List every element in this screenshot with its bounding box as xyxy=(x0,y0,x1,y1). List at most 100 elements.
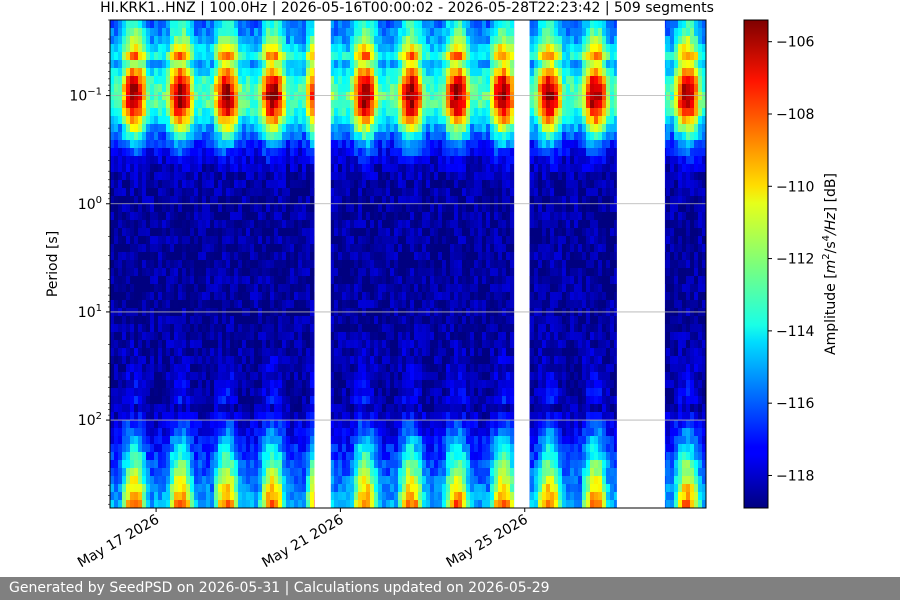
heatmap-cell xyxy=(350,428,355,437)
heatmap-cell xyxy=(346,196,351,205)
heatmap-cell xyxy=(210,84,215,93)
heatmap-cell xyxy=(354,380,359,389)
heatmap-cell xyxy=(358,228,363,237)
heatmap-cell xyxy=(210,476,215,485)
heatmap-cell xyxy=(246,500,251,508)
heatmap-cell xyxy=(226,420,231,429)
heatmap-cell xyxy=(346,380,351,389)
heatmap-cell xyxy=(222,36,227,45)
heatmap-cell xyxy=(430,44,435,53)
heatmap-cell xyxy=(330,316,335,325)
heatmap-cell xyxy=(274,220,279,229)
heatmap-cell xyxy=(134,92,139,101)
heatmap-cell xyxy=(382,500,387,508)
heatmap-cell xyxy=(230,36,235,45)
heatmap-cell xyxy=(206,44,211,53)
heatmap-cell xyxy=(122,332,127,341)
heatmap-cell xyxy=(162,476,167,485)
heatmap-cell xyxy=(386,492,391,501)
heatmap-cell xyxy=(430,284,435,293)
heatmap-cell xyxy=(166,412,171,421)
heatmap-cell xyxy=(370,140,375,149)
heatmap-cell xyxy=(190,92,195,101)
heatmap-cell xyxy=(294,292,299,301)
heatmap-cell xyxy=(266,36,271,45)
heatmap-cell xyxy=(222,388,227,397)
heatmap-cell xyxy=(170,284,175,293)
heatmap-cell xyxy=(150,276,155,285)
heatmap-cell xyxy=(358,428,363,437)
heatmap-cell xyxy=(226,316,231,325)
heatmap-cell xyxy=(418,484,423,493)
heatmap-cell xyxy=(394,20,399,29)
heatmap-cell xyxy=(330,156,335,165)
heatmap-cell xyxy=(282,428,287,437)
heatmap-cell xyxy=(110,428,115,437)
heatmap-cell xyxy=(258,420,263,429)
heatmap-cell xyxy=(162,156,167,165)
heatmap-cell xyxy=(202,460,207,469)
heatmap-cell xyxy=(158,212,163,221)
heatmap-cell xyxy=(206,196,211,205)
heatmap-cell xyxy=(246,244,251,253)
heatmap-cell xyxy=(226,148,231,157)
heatmap-cell xyxy=(154,332,159,341)
heatmap-cell xyxy=(170,68,175,77)
heatmap-cell xyxy=(274,148,279,157)
heatmap-cell xyxy=(110,500,115,508)
heatmap-cell xyxy=(134,476,139,485)
heatmap-cell xyxy=(158,268,163,277)
heatmap-cell xyxy=(434,388,439,397)
heatmap-cell xyxy=(206,236,211,245)
heatmap-cell xyxy=(298,268,303,277)
heatmap-cell xyxy=(286,396,291,405)
heatmap-cell xyxy=(142,60,147,69)
heatmap-cell xyxy=(434,228,439,237)
heatmap-cell xyxy=(394,68,399,77)
heatmap-cell xyxy=(406,444,411,453)
heatmap-cell xyxy=(254,436,259,445)
heatmap-cell xyxy=(262,156,267,165)
heatmap-cell xyxy=(274,76,279,85)
heatmap-cell xyxy=(406,324,411,333)
heatmap-cell xyxy=(126,236,131,245)
heatmap-cell xyxy=(346,348,351,357)
heatmap-cell xyxy=(206,412,211,421)
heatmap-cell xyxy=(218,260,223,269)
heatmap-cell xyxy=(110,332,115,341)
heatmap-cell xyxy=(262,292,267,301)
heatmap-cell xyxy=(242,76,247,85)
heatmap-cell xyxy=(262,108,267,117)
heatmap-cell xyxy=(382,116,387,125)
heatmap-cell xyxy=(426,372,431,381)
heatmap-cell xyxy=(426,492,431,501)
heatmap-cell xyxy=(434,356,439,365)
heatmap-cell xyxy=(130,468,135,477)
heatmap-cell xyxy=(234,476,239,485)
heatmap-cell xyxy=(134,412,139,421)
heatmap-cell xyxy=(158,412,163,421)
heatmap-cell xyxy=(122,412,127,421)
heatmap-cell xyxy=(290,164,295,173)
heatmap-cell xyxy=(398,252,403,261)
heatmap-cell xyxy=(378,380,383,389)
heatmap-cell xyxy=(230,84,235,93)
heatmap-cell xyxy=(118,124,123,133)
heatmap-cell xyxy=(394,212,399,221)
heatmap-cell xyxy=(306,356,311,365)
heatmap-cell xyxy=(406,380,411,389)
heatmap-cell xyxy=(142,324,147,333)
heatmap-cell xyxy=(266,116,271,125)
heatmap-cell xyxy=(354,436,359,445)
heatmap-cell xyxy=(338,236,343,245)
heatmap-cell xyxy=(134,52,139,61)
heatmap-cell xyxy=(206,92,211,101)
heatmap-cell xyxy=(158,164,163,173)
heatmap-cell xyxy=(386,468,391,477)
heatmap-cell xyxy=(222,252,227,261)
heatmap-cell xyxy=(142,164,147,173)
heatmap-cell xyxy=(170,44,175,53)
heatmap-cell xyxy=(422,420,427,429)
heatmap-cell xyxy=(426,284,431,293)
heatmap-cell xyxy=(142,492,147,501)
